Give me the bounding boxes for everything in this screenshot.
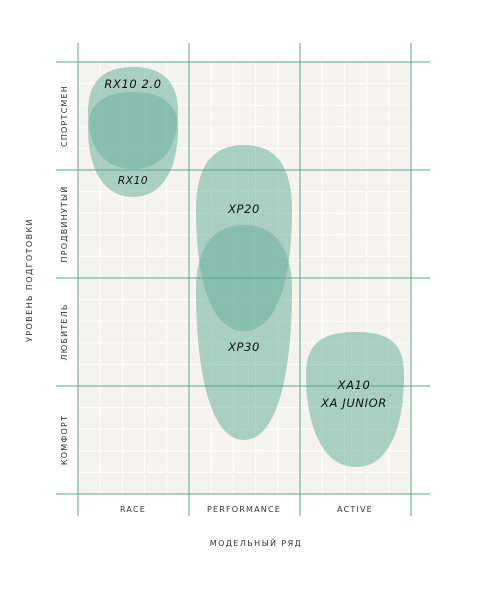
x-axis-title: МОДЕЛЬНЫЙ РЯД [210,537,302,548]
product-areas [88,67,404,467]
label-xp30: XP30 [227,340,260,354]
y-tick-amateur: ЛЮБИТЕЛЬ [60,303,69,360]
y-axis-title: УРОВЕНЬ ПОДГОТОВКИ [25,218,34,342]
blob-rx10-2 [88,67,178,169]
y-tick-comfort: КОМФОРТ [60,415,69,465]
blob-xp20 [196,145,292,331]
x-tick-race: RACE [120,505,146,514]
major-grid [56,43,430,516]
label-rx10: RX10 [118,175,148,187]
label-xp20: XP20 [227,202,260,216]
blob-xa10 [306,332,404,467]
label-xa-junior: XA JUNIOR [320,396,387,410]
y-tick-sportsman: СПОРТСМЕН [60,85,69,147]
label-rx10-2: RX10 2.0 [104,77,161,91]
x-tick-performance: PERFORMANCE [207,505,281,514]
x-tick-active: ACTIVE [337,505,373,514]
label-xa10: XA10 [337,378,371,392]
y-tick-advanced: ПРОДВИНУТЫЙ [58,186,69,263]
